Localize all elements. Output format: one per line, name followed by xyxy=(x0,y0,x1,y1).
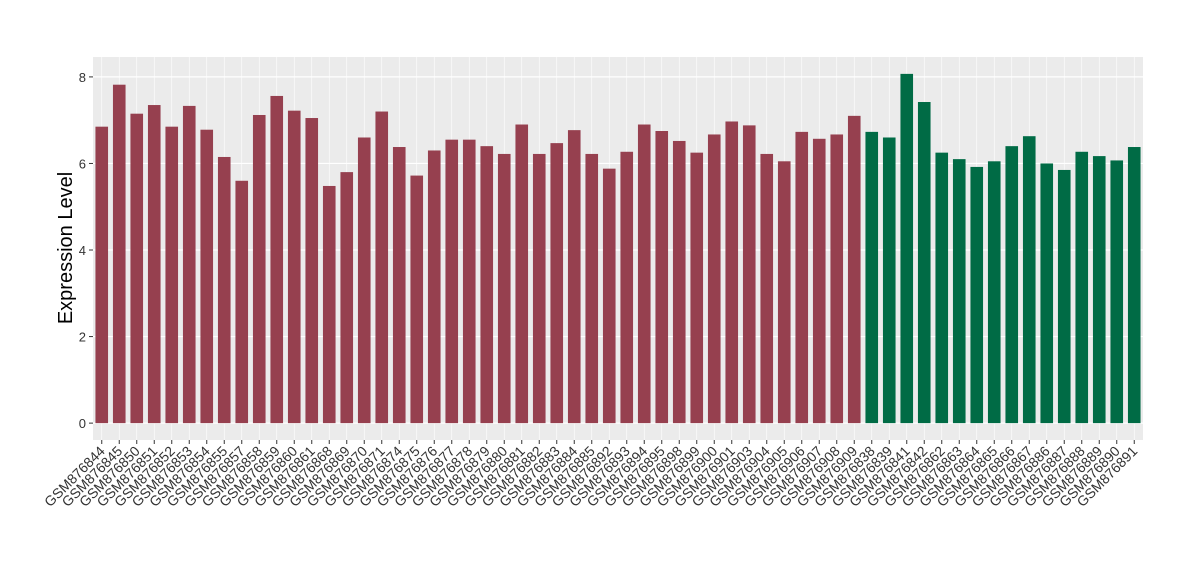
bar xyxy=(952,159,966,424)
bar xyxy=(637,124,651,424)
bar xyxy=(812,138,826,424)
plot-panel xyxy=(93,57,1143,440)
bar xyxy=(270,95,284,424)
bar xyxy=(305,118,319,424)
y-axis-label: Expression Level xyxy=(55,172,77,324)
bar xyxy=(1057,169,1071,424)
bar xyxy=(1092,156,1106,424)
bar xyxy=(707,134,721,424)
bar xyxy=(392,147,406,424)
bar xyxy=(235,180,249,424)
y-tick-label: 6 xyxy=(79,156,86,171)
bar xyxy=(217,156,231,424)
bar xyxy=(1110,160,1124,424)
bar xyxy=(830,134,844,424)
bar xyxy=(375,111,389,424)
bar xyxy=(95,126,109,424)
bar xyxy=(777,161,791,424)
bar xyxy=(532,153,546,424)
bar xyxy=(252,114,266,424)
bar xyxy=(1005,146,1019,424)
bar xyxy=(287,110,301,424)
bar xyxy=(970,166,984,424)
bar xyxy=(182,105,196,424)
bar xyxy=(515,124,529,424)
bar xyxy=(357,137,371,424)
bar xyxy=(147,105,161,424)
y-tick-label: 2 xyxy=(79,330,86,345)
bar xyxy=(620,151,634,424)
bar xyxy=(655,131,669,424)
bar xyxy=(322,185,336,424)
bar xyxy=(987,161,1001,424)
bar xyxy=(200,129,214,424)
bar xyxy=(340,172,354,424)
bar xyxy=(1022,136,1036,424)
bar xyxy=(112,84,126,424)
bar xyxy=(900,73,914,424)
bar xyxy=(410,175,424,424)
bar xyxy=(497,153,511,424)
y-tick-label: 8 xyxy=(79,70,86,85)
bar xyxy=(1075,151,1089,424)
bar xyxy=(602,168,616,424)
bar xyxy=(725,121,739,424)
bar xyxy=(480,146,494,424)
bar xyxy=(1040,163,1054,424)
bar xyxy=(567,130,581,424)
bar xyxy=(690,152,704,424)
y-tick-label: 4 xyxy=(79,243,86,258)
bar xyxy=(445,139,459,424)
bar xyxy=(935,152,949,424)
bar xyxy=(882,137,896,424)
bar xyxy=(427,150,441,424)
bar xyxy=(847,115,861,424)
bar xyxy=(865,131,879,424)
bar xyxy=(742,125,756,424)
bar xyxy=(917,102,931,424)
bar xyxy=(1127,147,1141,424)
bar xyxy=(795,131,809,424)
bar xyxy=(462,139,476,424)
bar xyxy=(130,113,144,424)
bar xyxy=(165,126,179,424)
bar xyxy=(760,153,774,424)
bar xyxy=(672,140,686,424)
y-tick-label: 0 xyxy=(79,416,86,431)
bar xyxy=(550,143,564,424)
bar xyxy=(585,153,599,424)
